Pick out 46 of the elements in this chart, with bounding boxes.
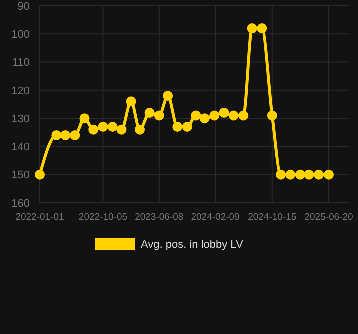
point — [295, 170, 306, 180]
y-tick-label: 90 — [18, 0, 30, 13]
point — [238, 110, 249, 121]
point — [172, 122, 183, 132]
point — [80, 114, 90, 124]
point — [116, 124, 127, 135]
point — [60, 130, 71, 140]
y-tick-label: 130 — [12, 113, 30, 126]
point — [154, 110, 164, 121]
point — [210, 110, 220, 121]
x-tick-label: 2022-01-01 — [16, 212, 64, 223]
y-tick-label: 100 — [12, 28, 30, 41]
x-tick-label: 2022-10-05 — [78, 212, 128, 223]
point — [134, 124, 145, 135]
point — [304, 170, 314, 180]
y-tick-label: 160 — [12, 198, 30, 210]
point — [314, 170, 324, 180]
point — [144, 108, 155, 118]
x-tick-label: 2023-06-08 — [135, 212, 184, 223]
point — [200, 114, 210, 124]
point — [191, 110, 202, 121]
point — [219, 108, 230, 118]
x-tick-label: 2025-06-20 — [304, 212, 354, 223]
point — [267, 110, 278, 121]
y-tick-label: 120 — [12, 85, 30, 98]
y-tick-label: 150 — [12, 170, 30, 182]
point — [52, 130, 62, 140]
point — [70, 130, 80, 140]
x-tick-label: 2024-10-15 — [248, 212, 297, 223]
point — [257, 24, 268, 34]
point — [286, 170, 296, 180]
x-tick-label: 2024-02-09 — [191, 212, 240, 223]
legend-label: Avg. pos. in lobby LV — [141, 238, 244, 251]
point — [163, 91, 174, 102]
point — [88, 124, 99, 135]
point — [276, 170, 286, 180]
point — [324, 170, 334, 180]
y-tick-label: 140 — [12, 142, 30, 154]
point — [247, 24, 258, 34]
point — [35, 170, 45, 180]
point — [228, 110, 239, 121]
point — [182, 122, 192, 132]
y-tick-label: 110 — [12, 57, 30, 70]
point — [126, 96, 136, 107]
point — [98, 122, 108, 132]
point — [108, 122, 118, 132]
